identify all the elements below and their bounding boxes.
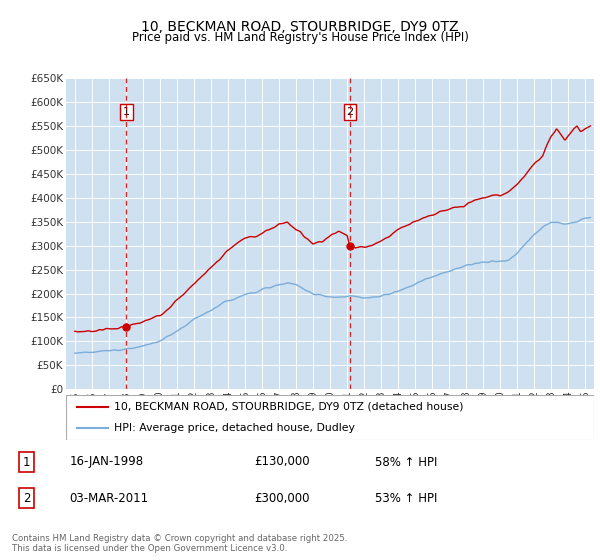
Text: 2: 2 xyxy=(346,107,353,117)
Text: Price paid vs. HM Land Registry's House Price Index (HPI): Price paid vs. HM Land Registry's House … xyxy=(131,31,469,44)
Text: 2: 2 xyxy=(23,492,30,505)
Text: 16-JAN-1998: 16-JAN-1998 xyxy=(70,455,144,469)
Text: Contains HM Land Registry data © Crown copyright and database right 2025.
This d: Contains HM Land Registry data © Crown c… xyxy=(12,534,347,553)
Text: 1: 1 xyxy=(23,455,30,469)
Text: 10, BECKMAN ROAD, STOURBRIDGE, DY9 0TZ (detached house): 10, BECKMAN ROAD, STOURBRIDGE, DY9 0TZ (… xyxy=(113,402,463,412)
Text: 1: 1 xyxy=(123,107,130,117)
Text: 58% ↑ HPI: 58% ↑ HPI xyxy=(375,455,437,469)
Text: £130,000: £130,000 xyxy=(254,455,310,469)
Text: 03-MAR-2011: 03-MAR-2011 xyxy=(70,492,149,505)
Text: 53% ↑ HPI: 53% ↑ HPI xyxy=(375,492,437,505)
Text: HPI: Average price, detached house, Dudley: HPI: Average price, detached house, Dudl… xyxy=(113,422,355,432)
Text: £300,000: £300,000 xyxy=(254,492,310,505)
Text: 10, BECKMAN ROAD, STOURBRIDGE, DY9 0TZ: 10, BECKMAN ROAD, STOURBRIDGE, DY9 0TZ xyxy=(141,20,459,34)
